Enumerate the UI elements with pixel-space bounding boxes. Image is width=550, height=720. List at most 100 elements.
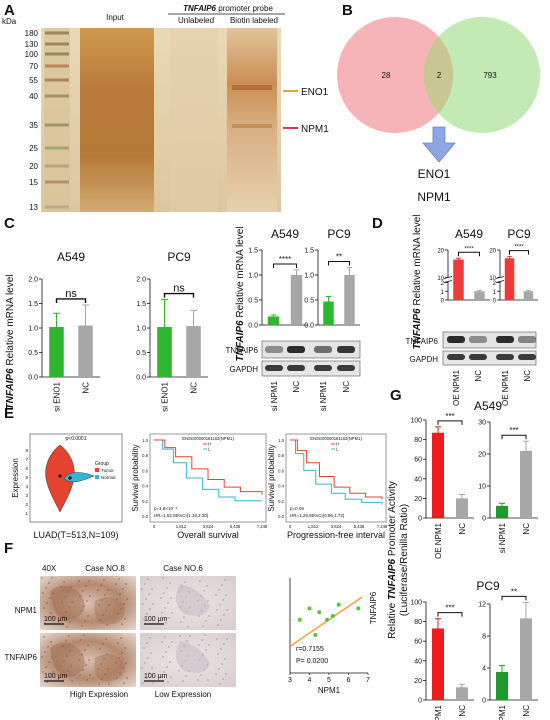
ladder-band bbox=[45, 146, 69, 150]
tissue-nucleus bbox=[71, 601, 73, 603]
tissue-nucleus bbox=[42, 592, 44, 594]
tissue-nucleus bbox=[84, 649, 86, 651]
tissue-nucleus bbox=[105, 638, 107, 640]
category-label: OE NPM1 bbox=[434, 704, 443, 720]
tissue-gland bbox=[175, 641, 210, 673]
tissue-nucleus bbox=[51, 656, 53, 658]
scatter-point bbox=[330, 614, 335, 618]
scatter-point bbox=[307, 606, 312, 611]
category-label: si ENO1 bbox=[161, 381, 170, 411]
km-xtick: 3,624 bbox=[331, 524, 342, 529]
tissue-nucleus bbox=[160, 676, 162, 678]
tissue-nucleus bbox=[89, 595, 91, 597]
y-tick-label: 10 bbox=[478, 484, 486, 491]
tissue-nucleus bbox=[126, 598, 128, 600]
f-case2: Case NO.6 bbox=[163, 564, 203, 573]
significance-bracket bbox=[458, 251, 480, 257]
significance-bracket bbox=[437, 612, 463, 617]
violin-ytick: 2 bbox=[25, 502, 28, 507]
violin-ytick: 5 bbox=[25, 475, 28, 480]
km-ytick: 1.0 bbox=[278, 438, 284, 443]
bar bbox=[432, 628, 444, 700]
km-legend-l: L bbox=[336, 447, 339, 452]
tissue-nucleus bbox=[171, 612, 173, 614]
tissue-nucleus bbox=[119, 593, 121, 595]
f-case1: Case NO.8 bbox=[85, 564, 125, 573]
tissue-nucleus bbox=[107, 668, 109, 670]
overlap-hit-1: ENO1 bbox=[418, 167, 451, 181]
ihc-npm1-high bbox=[40, 576, 136, 630]
tissue-nucleus bbox=[219, 604, 221, 606]
tissue-nucleus bbox=[60, 586, 62, 588]
blot-band bbox=[265, 365, 283, 371]
y-tick-label: 80 bbox=[414, 619, 422, 626]
blot-band bbox=[447, 354, 465, 360]
tissue-nucleus bbox=[84, 620, 86, 622]
tissue-nucleus bbox=[46, 602, 48, 604]
km-gene-label: ENSG00000181163(NPM1) bbox=[310, 436, 362, 441]
bar-chart: 0.0 0.5 1.0 1.5 2.0 si ENO1 NC ns PC9 bbox=[136, 250, 208, 412]
tissue-nucleus bbox=[49, 676, 51, 678]
lane-label-unlabeled: Unlabeled bbox=[178, 16, 214, 25]
correlation-scatter: 3 4 5 6 7 NPM1 TNFAIP6 r=0.7155 P= 0.0200 bbox=[288, 578, 378, 695]
tissue-nucleus bbox=[99, 648, 101, 650]
km-ytick: 0.4 bbox=[278, 484, 284, 489]
tissue-nucleus bbox=[203, 590, 205, 592]
tissue-gland bbox=[50, 585, 85, 620]
tissue-nucleus bbox=[47, 646, 49, 648]
significance-bracket bbox=[328, 261, 350, 266]
tissue-nucleus bbox=[87, 615, 89, 617]
f-row2: TNFAIP6 bbox=[5, 653, 38, 662]
km-legend-h: H bbox=[208, 442, 211, 447]
tissue-nucleus bbox=[98, 604, 100, 606]
mw-marker: 40 bbox=[29, 92, 38, 101]
tissue-nucleus bbox=[62, 645, 64, 647]
significance-label: ns bbox=[173, 283, 185, 295]
scale-label: 100 μm bbox=[144, 673, 168, 680]
tissue-nucleus bbox=[147, 578, 149, 580]
gel-input-lane bbox=[80, 28, 154, 212]
tissue-nucleus bbox=[63, 581, 65, 583]
tissue-nucleus bbox=[218, 668, 220, 670]
tissue-nucleus bbox=[125, 662, 127, 664]
y-tick-label: 100 bbox=[410, 600, 422, 607]
violin-tumor bbox=[45, 444, 75, 513]
ihc-tnfaip6-high bbox=[40, 633, 136, 687]
bar-chart: 0.0 0.5 1.0 1.5 2.0 si ENO1 NC ns A549 bbox=[28, 250, 100, 412]
tissue-nucleus bbox=[68, 635, 70, 637]
y-tick-label: 0 bbox=[482, 698, 486, 705]
scatter-chart: 3 4 5 6 7 NPM1 TNFAIP6 r=0.7155 P= 0.0200 bbox=[288, 578, 378, 695]
f-row1: NPM1 bbox=[15, 606, 38, 615]
tissue-nucleus bbox=[165, 651, 167, 653]
ladder-band bbox=[45, 78, 69, 82]
mw-marker: 130 bbox=[25, 40, 39, 49]
tissue-nucleus bbox=[67, 670, 69, 672]
violin-ytick: 7 bbox=[25, 457, 28, 462]
g-ylabel-sub: (Luciferase/Renilla Ratio) bbox=[399, 504, 410, 616]
y-tick-label: 40 bbox=[414, 658, 422, 665]
gel-unlabeled-lane bbox=[170, 28, 218, 212]
y-tick-label: 8 bbox=[482, 634, 486, 641]
tissue-nucleus bbox=[150, 652, 152, 654]
y-tick-label: 2 bbox=[493, 281, 497, 287]
tissue-nucleus bbox=[126, 677, 128, 679]
tissue-nucleus bbox=[85, 585, 87, 587]
tissue-nucleus bbox=[215, 594, 217, 596]
tissue-nucleus bbox=[170, 597, 172, 599]
tissue-nucleus bbox=[141, 588, 143, 590]
tissue-nucleus bbox=[222, 599, 224, 601]
y-tick-label: 1 bbox=[441, 290, 445, 296]
d-blot-gapdh bbox=[442, 350, 537, 366]
tissue-nucleus bbox=[220, 619, 222, 621]
tissue-nucleus bbox=[144, 583, 146, 585]
tissue-nucleus bbox=[219, 683, 221, 685]
tissue-nucleus bbox=[148, 593, 150, 595]
tissue-nucleus bbox=[86, 679, 88, 681]
km-ytick: 0.8 bbox=[278, 453, 284, 458]
tissue-nucleus bbox=[207, 679, 209, 681]
gel-ladder-lane bbox=[44, 28, 70, 212]
